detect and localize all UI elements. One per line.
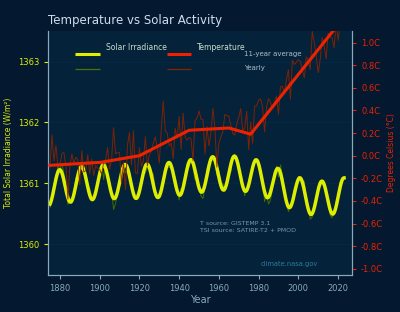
Text: Temperature vs Solar Activity: Temperature vs Solar Activity [48,14,222,27]
Text: Solar Irradiance: Solar Irradiance [106,42,167,51]
Text: Temperature: Temperature [197,42,246,51]
Y-axis label: Total Solar Irradiance (W/m²): Total Solar Irradiance (W/m²) [4,98,14,208]
Text: Yearly: Yearly [244,65,265,71]
Text: T source: GISTEMP 3.1
TSI source: SATIRE-T2 + PMOD: T source: GISTEMP 3.1 TSI source: SATIRE… [200,221,296,233]
X-axis label: Year: Year [190,295,210,305]
Y-axis label: Degrees Celsius (°C): Degrees Celsius (°C) [387,114,396,192]
Text: climate.nasa.gov: climate.nasa.gov [261,261,318,267]
Text: 11-year average: 11-year average [244,51,302,57]
